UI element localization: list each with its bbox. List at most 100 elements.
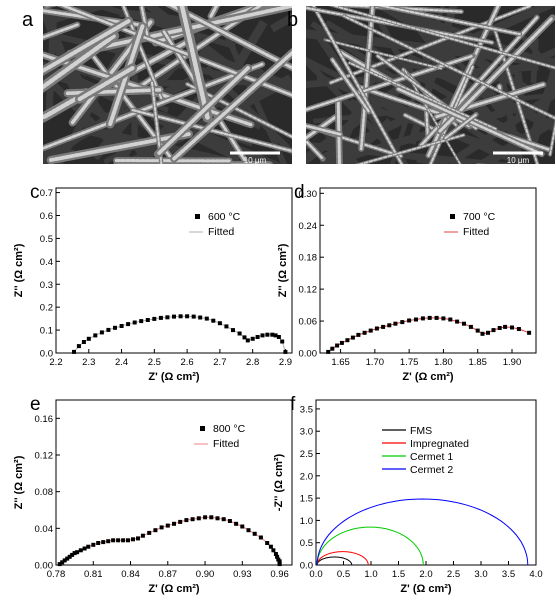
data-point [368,328,373,333]
series-line-cermet-2 [316,498,529,566]
data-point [184,518,189,523]
data-point [356,332,361,337]
legend-marker [450,214,455,219]
data-point [158,315,163,320]
chart-d: d 1.65 1.70 1.75 1.80 1.85 1.90 0.00 0.06 0.12 0.1… [277,182,537,383]
y-tick-label: 0.12 [35,451,54,462]
data-point [113,325,117,330]
sem-fiber-highlight [43,62,264,150]
data-point [96,541,101,545]
legend-label: Fitted [463,226,489,238]
data-point [258,535,263,540]
data-point [265,332,270,337]
sem-fiber-highlight [549,123,555,156]
data-point [198,315,203,320]
data-point [116,538,121,543]
y-tick-label: 0.18 [299,253,318,264]
data-point [400,320,405,325]
x-tick-label: 2.5 [148,357,161,368]
sem-fiber-highlight [77,65,135,102]
y-tick-label: 2.0 [300,471,313,482]
data-point [119,324,124,328]
panel-letter-e: e [30,394,41,415]
data-point [270,332,275,337]
data-point [91,542,96,547]
data-point [131,537,135,542]
sem-fibers-a: 10 μm [43,6,292,164]
x-tick-label: 0.87 [159,569,178,580]
y-axis-label: Z'' (Ω cm²) [277,243,289,297]
y-tick-label: 0.5 [40,234,53,245]
sem-fiber-highlight [156,66,250,156]
data-point [70,552,75,557]
data-point [139,319,144,324]
legend-label: Cermet 1 [410,451,453,463]
y-tick-label: 0.6 [40,211,53,222]
data-point [86,544,91,549]
sem-fiber-highlight [404,114,439,133]
plot-frame [315,399,537,566]
x-tick-label: 1.0 [364,569,377,580]
data-point [260,333,265,338]
y-axis-label: Z'' (Ω cm²) [13,243,25,297]
sem-fiber-deep [269,12,292,33]
x-tick-label: 0.5 [337,569,350,580]
sem-fibers-b: 10 μm [306,6,555,164]
y-tick-label: 0.04 [35,524,54,535]
data-point [273,333,278,338]
data-point [468,324,473,329]
data-point [407,318,412,323]
data-point [414,317,418,322]
sem-fiber-highlight [169,6,292,70]
sem-fiber-highlight [444,113,478,140]
sem-fiber-highlight [306,54,475,111]
x-axis-label: Z' (Ω cm²) [148,371,199,383]
y-tick-label: 0.12 [299,285,318,296]
data-point [231,328,235,333]
y-tick-label: 3.5 [300,404,313,415]
sem-fiber-highlight [43,23,79,39]
x-tick-label: 0.0 [309,569,322,580]
data-point [126,538,130,543]
data-point [153,528,158,533]
data-point [191,314,196,319]
y-tick-label: 0.2 [40,303,53,314]
y-tick-label: 0.24 [299,221,318,232]
data-point [178,519,183,524]
legend-label: Fitted [208,226,234,238]
data-point [510,325,514,330]
scale-bar-label: 10 μm [507,156,530,164]
plot-frame [55,187,293,354]
data-point [455,319,460,324]
x-tick-label: 1.5 [392,569,405,580]
sem-fiber-deep [306,56,388,145]
series-line-cermet-1 [316,526,424,566]
data-point [393,321,398,326]
x-tick-label: 0.84 [121,569,140,580]
data-point [190,517,195,522]
plot-frame [319,187,537,354]
y-tick-label: 3.0 [300,427,313,438]
data-point [224,324,229,329]
data-point [67,554,72,559]
data-point [62,558,67,563]
sem-fiber-highlight [331,6,555,69]
y-axis-label: -Z'' (Ω cm²) [273,453,285,511]
data-point [246,528,251,533]
panel-letter-d: d [294,182,305,203]
data-point [72,551,77,556]
data-point [78,548,83,553]
data-point [165,523,170,528]
legend-marker [195,214,200,219]
data-point [76,344,81,349]
data-point [245,338,250,343]
data-point [111,538,116,543]
data-point [268,544,273,549]
data-point [203,515,208,520]
chart-e: e 0.78 0.81 0.84 0.87 0.90 0.93 0.96 0.00 0.04 0.0… [13,394,293,595]
sem-image-b: 10 μm [306,6,555,164]
data-point [475,328,480,333]
legend-label: FMS [410,425,432,437]
data-point [273,552,278,556]
x-tick-label: 0.81 [84,569,103,580]
